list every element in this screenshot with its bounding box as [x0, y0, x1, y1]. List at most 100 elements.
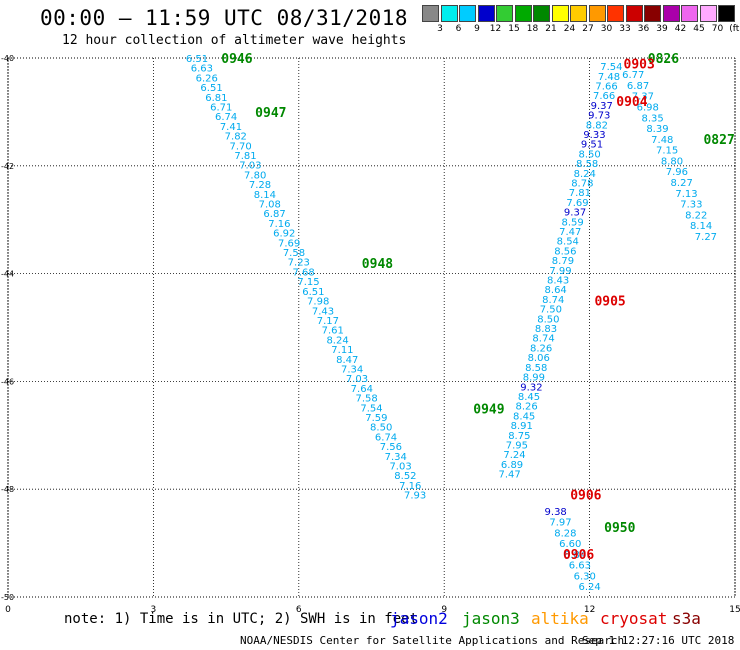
- wave-height-point: 8.45: [518, 392, 540, 403]
- colorbar-swatch: [570, 5, 587, 22]
- pass-label: 0826: [648, 52, 679, 67]
- plot-grid: [7, 57, 736, 598]
- pass-label: 0950: [604, 521, 635, 536]
- wave-height-point: 7.61: [322, 326, 344, 337]
- wave-height-point: 7.80: [244, 170, 266, 181]
- colorbar-swatch: [662, 5, 680, 22]
- wave-height-point: 7.47: [559, 227, 581, 238]
- colorbar-label: 39: [656, 24, 668, 34]
- colorbar-label: 3: [437, 24, 443, 34]
- wave-height-point: 6.60: [559, 539, 581, 550]
- colorbar-swatch: [477, 5, 495, 22]
- wave-height-point: 8.58: [576, 159, 598, 170]
- wave-height-point: 6.71: [210, 103, 232, 114]
- colorbar-label: 27: [582, 24, 594, 34]
- wave-height-point: 7.34: [385, 452, 407, 463]
- wave-height-point: 8.22: [685, 210, 707, 221]
- colorbar-label: 24: [563, 24, 576, 34]
- wave-height-point: 7.58: [283, 248, 305, 259]
- colorbar-swatch: [681, 5, 698, 22]
- x-tick-label: 0: [5, 605, 11, 615]
- colorbar-label: 36: [637, 24, 650, 34]
- credit-line: NOAA/NESDIS Center for Satellite Applica…: [240, 634, 625, 647]
- wave-height-point: 7.47: [498, 470, 520, 481]
- wave-height-point: 7.54: [600, 62, 622, 73]
- legend-altika: altika: [531, 609, 589, 628]
- wave-height-point: 7.37: [632, 92, 654, 103]
- data-points: 6.516.636.266.516.816.716.747.417.827.70…: [186, 54, 717, 593]
- wave-height-point: 6.51: [302, 287, 324, 298]
- wave-height-point: 8.39: [646, 124, 668, 135]
- wave-height-point: 7.58: [356, 394, 378, 405]
- colorbar-swatch: [514, 5, 532, 22]
- wave-height-point: 7.59: [365, 413, 387, 424]
- wave-height-point: 7.28: [249, 180, 271, 191]
- legend-cryosat: cryosat: [600, 609, 668, 628]
- wave-height-point: 6.51: [186, 54, 208, 65]
- colorbar-swatch: [533, 5, 550, 22]
- wave-height-point: 8.74: [532, 334, 554, 345]
- y-tick-label: -46: [1, 377, 14, 386]
- wave-height-point: 8.79: [552, 256, 574, 267]
- wave-height-point: 7.96: [666, 167, 688, 178]
- wave-height-point: 7.48: [598, 72, 620, 83]
- colorbar-swatch: [718, 5, 735, 22]
- wave-height-point: 7.16: [268, 219, 290, 230]
- colorbar-label: 70: [711, 24, 724, 34]
- wave-height-point: 8.50: [537, 314, 559, 325]
- wave-height-point: 8.26: [515, 402, 537, 413]
- wave-height-point: 7.48: [651, 135, 673, 146]
- wave-height-point: 6.51: [200, 83, 222, 94]
- wave-height-point: 7.69: [566, 198, 588, 209]
- legend-jason3: jason3: [462, 609, 520, 628]
- wave-height-point: 9.32: [520, 382, 542, 393]
- colorbar-label: (ft): [729, 24, 740, 34]
- wave-height-point: 7.54: [360, 403, 382, 414]
- x-tick-label: 12: [584, 605, 595, 615]
- wave-height-point: 7.97: [549, 518, 571, 529]
- wave-height-point: 7.66: [593, 91, 615, 102]
- generation-timestamp: Sep 1 12:27:16 UTC 2018: [582, 634, 735, 647]
- colorbar-label: 45: [693, 24, 705, 34]
- pass-label: 0827: [703, 133, 734, 148]
- wave-height-point: 7.99: [549, 266, 571, 277]
- wave-height-point: 6.87: [263, 209, 285, 220]
- wave-height-point: 7.81: [569, 188, 591, 199]
- wave-height-point: 8.54: [557, 237, 579, 248]
- colorbar-swatch: [699, 5, 717, 22]
- wave-height-point: 7.81: [234, 151, 256, 162]
- pass-label: 0903: [624, 57, 655, 72]
- legend-s3a: s3a: [672, 609, 701, 628]
- wave-height-point: 8.91: [511, 421, 533, 432]
- wave-height-point: 7.03: [239, 161, 261, 172]
- colorbar-swatch: [459, 5, 476, 22]
- pass-label: 0905: [594, 295, 625, 310]
- wave-height-point: 7.03: [346, 374, 368, 385]
- wave-height-point: 9.37: [591, 101, 613, 112]
- wave-height-point: 7.93: [404, 491, 426, 502]
- colorbar-swatch: [607, 5, 624, 22]
- wave-height-point: 7.17: [317, 316, 339, 327]
- wave-height-point: 7.16: [399, 481, 421, 492]
- wave-height-point: 6.92: [273, 229, 295, 240]
- colorbar-swatch: [588, 5, 606, 22]
- wave-height-point: 8.82: [586, 120, 608, 131]
- pass-label: 0949: [473, 402, 504, 417]
- wave-height-point: 7.64: [351, 384, 373, 395]
- wave-height-point: 6.26: [196, 73, 218, 84]
- wave-height-point: 7.33: [680, 200, 702, 211]
- wave-height-point: 7.66: [595, 81, 617, 92]
- wave-height-point: 7.68: [293, 267, 315, 278]
- wave-height-point: 8.47: [336, 355, 358, 366]
- wave-height-point: 8.59: [562, 217, 584, 228]
- wave-height-point: 6.74: [375, 432, 397, 443]
- wave-height-point: 7.27: [695, 232, 717, 243]
- x-tick-label: 3: [151, 605, 157, 615]
- colorbar-label: 42: [674, 24, 687, 34]
- wave-height-point: 6.84: [564, 550, 586, 561]
- wave-height-point: 8.14: [690, 221, 712, 232]
- y-tick-label: -50: [1, 593, 14, 602]
- wave-height-point: 8.14: [254, 190, 276, 201]
- colorbar-label: 30: [600, 24, 613, 34]
